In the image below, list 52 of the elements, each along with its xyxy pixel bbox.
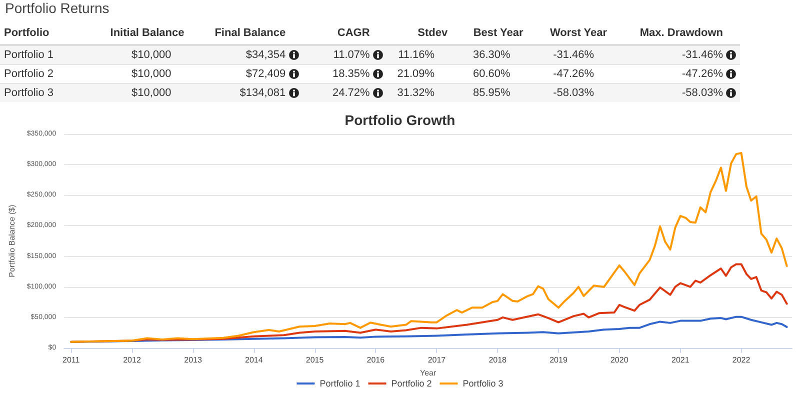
text: 31.32%	[397, 87, 435, 99]
text: $72,409	[246, 68, 286, 80]
x-tick-label: 2021	[672, 356, 690, 364]
text: $134,081	[240, 87, 286, 99]
chart-title: Portfolio Growth	[344, 112, 456, 128]
legend-label: Portfolio 1	[320, 378, 360, 388]
x-tick-label: 2020	[610, 356, 629, 364]
legend-label: Portfolio 2	[391, 378, 432, 388]
text: Portfolio Returns	[5, 0, 110, 16]
category-label: Initial Balance	[106, 22, 188, 45]
x-axis-title: Year	[420, 368, 436, 378]
category-label: CAGR	[302, 22, 387, 45]
text: 24.72%	[332, 87, 370, 99]
x-tick-label: 2012	[123, 356, 142, 364]
text: $10,000	[131, 87, 172, 99]
text: 21.09%	[397, 68, 435, 80]
category-label: Portfolio 3	[4, 87, 54, 99]
x-tick-label: 2019	[550, 356, 568, 364]
category-label: Stdev	[386, 22, 452, 45]
text: 18.35%	[332, 68, 370, 80]
category-label: Portfolio	[0, 22, 106, 45]
line-series	[70, 152, 788, 343]
y-axis-title: Portfolio Balance ($)	[8, 204, 16, 278]
text: -58.03%	[553, 87, 594, 99]
x-tick-label: 2013	[184, 356, 202, 364]
text: 11.07%	[333, 49, 370, 61]
x-tick-label: 2018	[488, 356, 508, 364]
text: $10,000	[131, 68, 172, 80]
category-label: Portfolio 2	[4, 68, 54, 80]
x-tick-label: 2014	[245, 356, 264, 364]
text: -31.46%	[682, 49, 723, 61]
x-tick-label: 2022	[732, 356, 751, 364]
legend-label: Portfolio 3	[462, 378, 504, 388]
text: 36.30%	[472, 49, 510, 61]
x-tick-label: 2011	[62, 356, 80, 364]
x-tick-label: 2017	[428, 356, 446, 364]
category-label: Max. Drawdown	[611, 22, 740, 45]
text: $10,000	[131, 49, 172, 61]
text: $34,354	[246, 49, 286, 61]
x-tick-label: 2016	[366, 356, 386, 364]
x-tick-label: 2015	[306, 356, 324, 364]
text: -47.26%	[553, 68, 594, 80]
category-label: Best Year	[452, 22, 528, 45]
text: -58.03%	[682, 87, 723, 99]
category-label: Final Balance	[188, 22, 303, 45]
text: 60.60%	[472, 68, 510, 80]
category-label: Worst Year	[527, 22, 612, 45]
text: -31.46%	[553, 49, 594, 61]
category-label: Portfolio 1	[4, 49, 54, 61]
text: 11.16%	[398, 49, 435, 61]
text: 85.95%	[472, 87, 510, 99]
text: -47.26%	[682, 68, 723, 80]
